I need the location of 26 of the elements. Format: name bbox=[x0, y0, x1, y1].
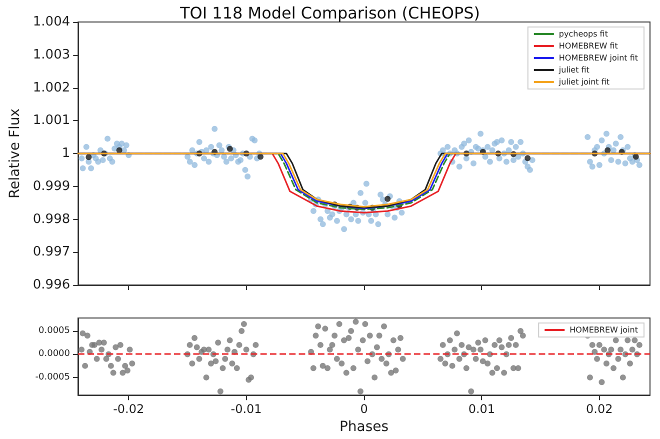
y-axis-title: Relative Flux bbox=[7, 108, 23, 199]
x-tick-label: 0 bbox=[360, 402, 368, 416]
y-tick-label: 0.996 bbox=[32, 278, 70, 292]
legend-label: juliet fit bbox=[558, 66, 590, 74]
legend-label: HOMEBREW fit bbox=[558, 42, 618, 50]
y-tick-label: 1.004 bbox=[32, 14, 70, 30]
legend-label: HOMEBREW joint bbox=[570, 326, 638, 334]
y-tick-label: 0.999 bbox=[32, 178, 70, 194]
legend-label: juliet joint fit bbox=[558, 78, 610, 86]
legend-label: HOMEBREW joint fit bbox=[558, 54, 638, 62]
x-tick-label: 0.01 bbox=[468, 402, 496, 416]
y-tick-label: 0.998 bbox=[32, 212, 70, 227]
y-tick-label: 1 bbox=[62, 146, 70, 161]
y-tick-label: 1.003 bbox=[32, 47, 70, 62]
x-tick-label: 0.02 bbox=[586, 402, 613, 416]
y-tick-label: -0.0005 bbox=[35, 372, 70, 382]
x-tick-label: -0.01 bbox=[230, 402, 262, 416]
x-axis-title: Phases bbox=[339, 419, 389, 435]
y-tick-label: 0.997 bbox=[32, 244, 70, 260]
chart-title: TOI 118 Model Comparison (CHEOPS) bbox=[179, 4, 480, 22]
y-tick-label: 0.0005 bbox=[38, 326, 70, 336]
y-tick-label: 1.001 bbox=[32, 113, 70, 128]
y-tick-label: 1.002 bbox=[32, 80, 70, 96]
y-tick-label: 0.0000 bbox=[38, 349, 70, 360]
x-tick-label: -0.02 bbox=[113, 402, 144, 416]
legend-label: pycheops fit bbox=[558, 30, 608, 38]
